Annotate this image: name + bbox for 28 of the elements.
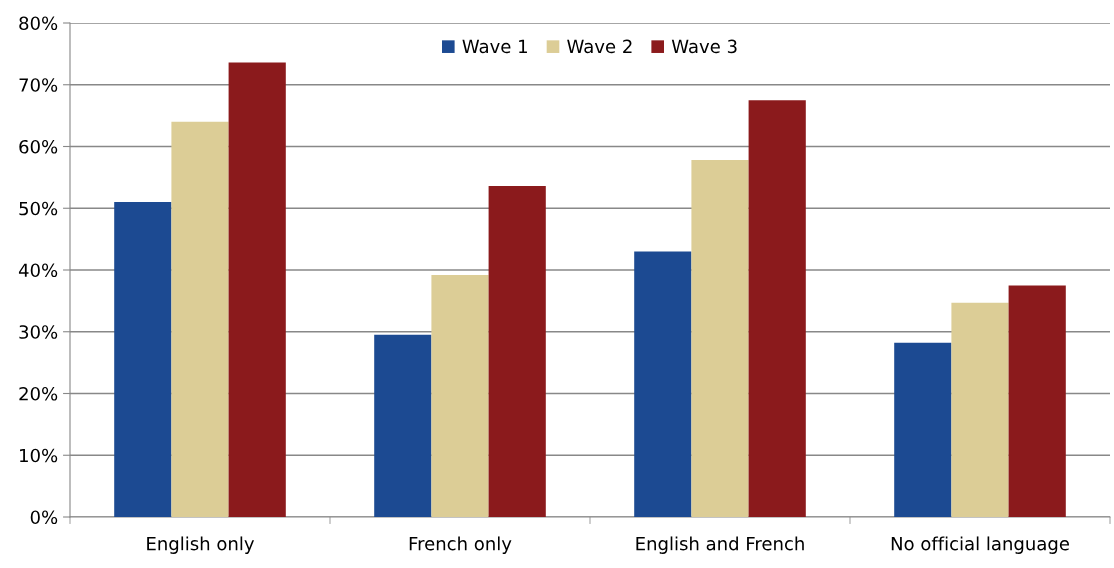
bar bbox=[488, 186, 546, 517]
legend-label: Wave 2 bbox=[567, 39, 632, 54]
y-tick-label: 0% bbox=[30, 510, 58, 525]
y-tick-label: 10% bbox=[20, 448, 58, 463]
y-tick-label: 60% bbox=[19, 139, 58, 154]
y-tick-label: 40% bbox=[18, 263, 58, 278]
bar bbox=[951, 302, 1009, 517]
x-tick-label: French only bbox=[409, 536, 512, 554]
y-tick-label: 50% bbox=[19, 201, 58, 216]
y-tick-label: 30% bbox=[19, 325, 58, 339]
bar bbox=[431, 274, 489, 517]
y-tick-label: 20% bbox=[19, 386, 58, 401]
bar bbox=[114, 202, 172, 517]
bar bbox=[691, 160, 749, 517]
bar bbox=[171, 121, 229, 517]
y-tick-label: 80% bbox=[19, 16, 58, 31]
x-tick-label: English only bbox=[147, 536, 255, 554]
bar bbox=[228, 62, 286, 517]
y-tick-label: 70% bbox=[19, 78, 58, 92]
legend-label: Wave 3 bbox=[671, 39, 737, 54]
bar bbox=[894, 342, 952, 517]
bar bbox=[634, 251, 692, 517]
bar bbox=[1008, 285, 1066, 517]
legend-label: Wave 1 bbox=[462, 39, 527, 54]
bar bbox=[748, 100, 806, 517]
x-tick-label: No official language bbox=[891, 536, 1069, 554]
bar bbox=[374, 334, 432, 517]
x-tick-label: English and French bbox=[636, 536, 804, 554]
